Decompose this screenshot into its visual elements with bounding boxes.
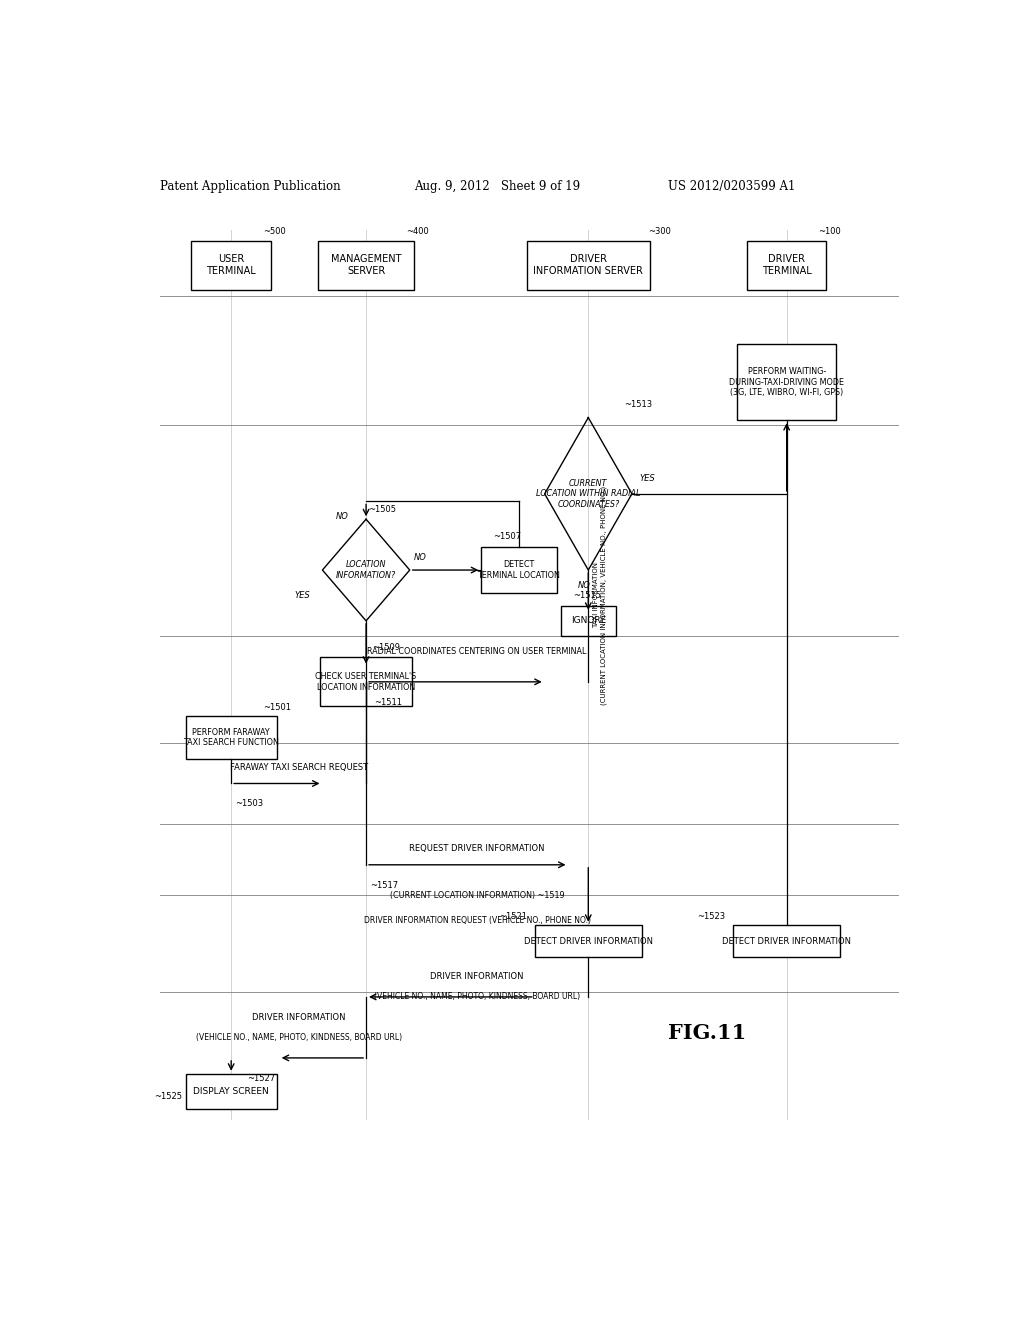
Text: ~1527: ~1527 — [247, 1073, 275, 1082]
Text: ~1525: ~1525 — [154, 1092, 182, 1101]
Text: USER
TERMINAL: USER TERMINAL — [206, 255, 256, 276]
Text: NO: NO — [336, 512, 349, 521]
Text: LOCATION
INFORMATION?: LOCATION INFORMATION? — [336, 561, 396, 579]
Text: DETECT DRIVER INFORMATION: DETECT DRIVER INFORMATION — [524, 936, 652, 945]
Text: ~1503: ~1503 — [236, 800, 263, 808]
Text: ~1509: ~1509 — [373, 643, 400, 652]
FancyBboxPatch shape — [526, 240, 650, 289]
Text: DETECT
TERMINAL LOCATION: DETECT TERMINAL LOCATION — [477, 561, 560, 579]
Text: NO: NO — [414, 553, 427, 562]
Text: TAXI INFORMATION
(CURRENT LOCATION INFORMATION, VEHICLE NO., PHONE NO.): TAXI INFORMATION (CURRENT LOCATION INFOR… — [594, 486, 607, 705]
Text: ~1521: ~1521 — [499, 912, 526, 921]
Text: FARAWAY TAXI SEARCH REQUEST: FARAWAY TAXI SEARCH REQUEST — [229, 763, 368, 772]
Text: ~400: ~400 — [406, 227, 428, 236]
Text: DISPLAY SCREEN: DISPLAY SCREEN — [194, 1086, 269, 1096]
Text: ~300: ~300 — [648, 227, 672, 236]
FancyBboxPatch shape — [191, 240, 270, 289]
Text: DRIVER INFORMATION: DRIVER INFORMATION — [430, 972, 524, 981]
Text: FIG.11: FIG.11 — [669, 1023, 746, 1043]
Text: YES: YES — [640, 474, 655, 483]
Text: MANAGEMENT
SERVER: MANAGEMENT SERVER — [331, 255, 401, 276]
Text: IGNORE: IGNORE — [570, 616, 606, 626]
FancyBboxPatch shape — [746, 240, 826, 289]
FancyBboxPatch shape — [560, 606, 616, 636]
Text: ~1507: ~1507 — [493, 532, 521, 541]
FancyBboxPatch shape — [318, 240, 414, 289]
Text: US 2012/0203599 A1: US 2012/0203599 A1 — [668, 181, 795, 193]
FancyBboxPatch shape — [535, 925, 642, 957]
Text: RADIAL COORDINATES CENTERING ON USER TERMINAL: RADIAL COORDINATES CENTERING ON USER TER… — [368, 647, 587, 656]
Text: ~1511: ~1511 — [374, 698, 402, 706]
FancyBboxPatch shape — [737, 345, 837, 420]
FancyBboxPatch shape — [185, 1073, 276, 1109]
Text: ~1517: ~1517 — [370, 880, 398, 890]
Text: Aug. 9, 2012   Sheet 9 of 19: Aug. 9, 2012 Sheet 9 of 19 — [414, 181, 580, 193]
Text: DRIVER
TERMINAL: DRIVER TERMINAL — [762, 255, 812, 276]
FancyBboxPatch shape — [321, 657, 412, 706]
Text: DETECT DRIVER INFORMATION: DETECT DRIVER INFORMATION — [722, 936, 851, 945]
Text: DRIVER INFORMATION REQUEST (VEHICLE NO., PHONE NO.): DRIVER INFORMATION REQUEST (VEHICLE NO.,… — [364, 916, 591, 925]
Text: DRIVER
INFORMATION SERVER: DRIVER INFORMATION SERVER — [534, 255, 643, 276]
Text: Patent Application Publication: Patent Application Publication — [160, 181, 340, 193]
Text: PERFORM FARAWAY
TAXI SEARCH FUNCTION: PERFORM FARAWAY TAXI SEARCH FUNCTION — [183, 729, 280, 747]
Text: ~500: ~500 — [263, 227, 286, 236]
Text: ~1515: ~1515 — [572, 591, 601, 601]
FancyBboxPatch shape — [481, 548, 556, 593]
Text: ~100: ~100 — [818, 227, 841, 236]
Text: (VEHICLE NO., NAME, PHOTO, KINDNESS, BOARD URL): (VEHICLE NO., NAME, PHOTO, KINDNESS, BOA… — [374, 993, 581, 1002]
Text: CHECK USER TERMINAL'S
LOCATION INFORMATION: CHECK USER TERMINAL'S LOCATION INFORMATI… — [315, 672, 417, 692]
Text: ~1505: ~1505 — [368, 504, 395, 513]
Text: REQUEST DRIVER INFORMATION: REQUEST DRIVER INFORMATION — [410, 843, 545, 853]
FancyBboxPatch shape — [185, 717, 276, 759]
Text: DRIVER INFORMATION: DRIVER INFORMATION — [252, 1012, 345, 1022]
Text: NO: NO — [578, 581, 591, 590]
Text: ~1501: ~1501 — [263, 702, 291, 711]
Text: ~1513: ~1513 — [624, 400, 652, 409]
Text: (VEHICLE NO., NAME, PHOTO, KINDNESS, BOARD URL): (VEHICLE NO., NAME, PHOTO, KINDNESS, BOA… — [196, 1034, 401, 1041]
Text: YES: YES — [295, 591, 310, 601]
Text: PERFORM WAITING-
DURING-TAXI-DRIVING MODE
(3G, LTE, WIBRO, WI-FI, GPS): PERFORM WAITING- DURING-TAXI-DRIVING MOD… — [729, 367, 844, 397]
Text: (CURRENT LOCATION INFORMATION) ~1519: (CURRENT LOCATION INFORMATION) ~1519 — [390, 891, 564, 900]
Text: CURRENT
LOCATION WITHIN RADIAL
COORDINATES?: CURRENT LOCATION WITHIN RADIAL COORDINAT… — [536, 479, 641, 508]
Text: ~1523: ~1523 — [697, 912, 725, 921]
FancyBboxPatch shape — [733, 925, 841, 957]
